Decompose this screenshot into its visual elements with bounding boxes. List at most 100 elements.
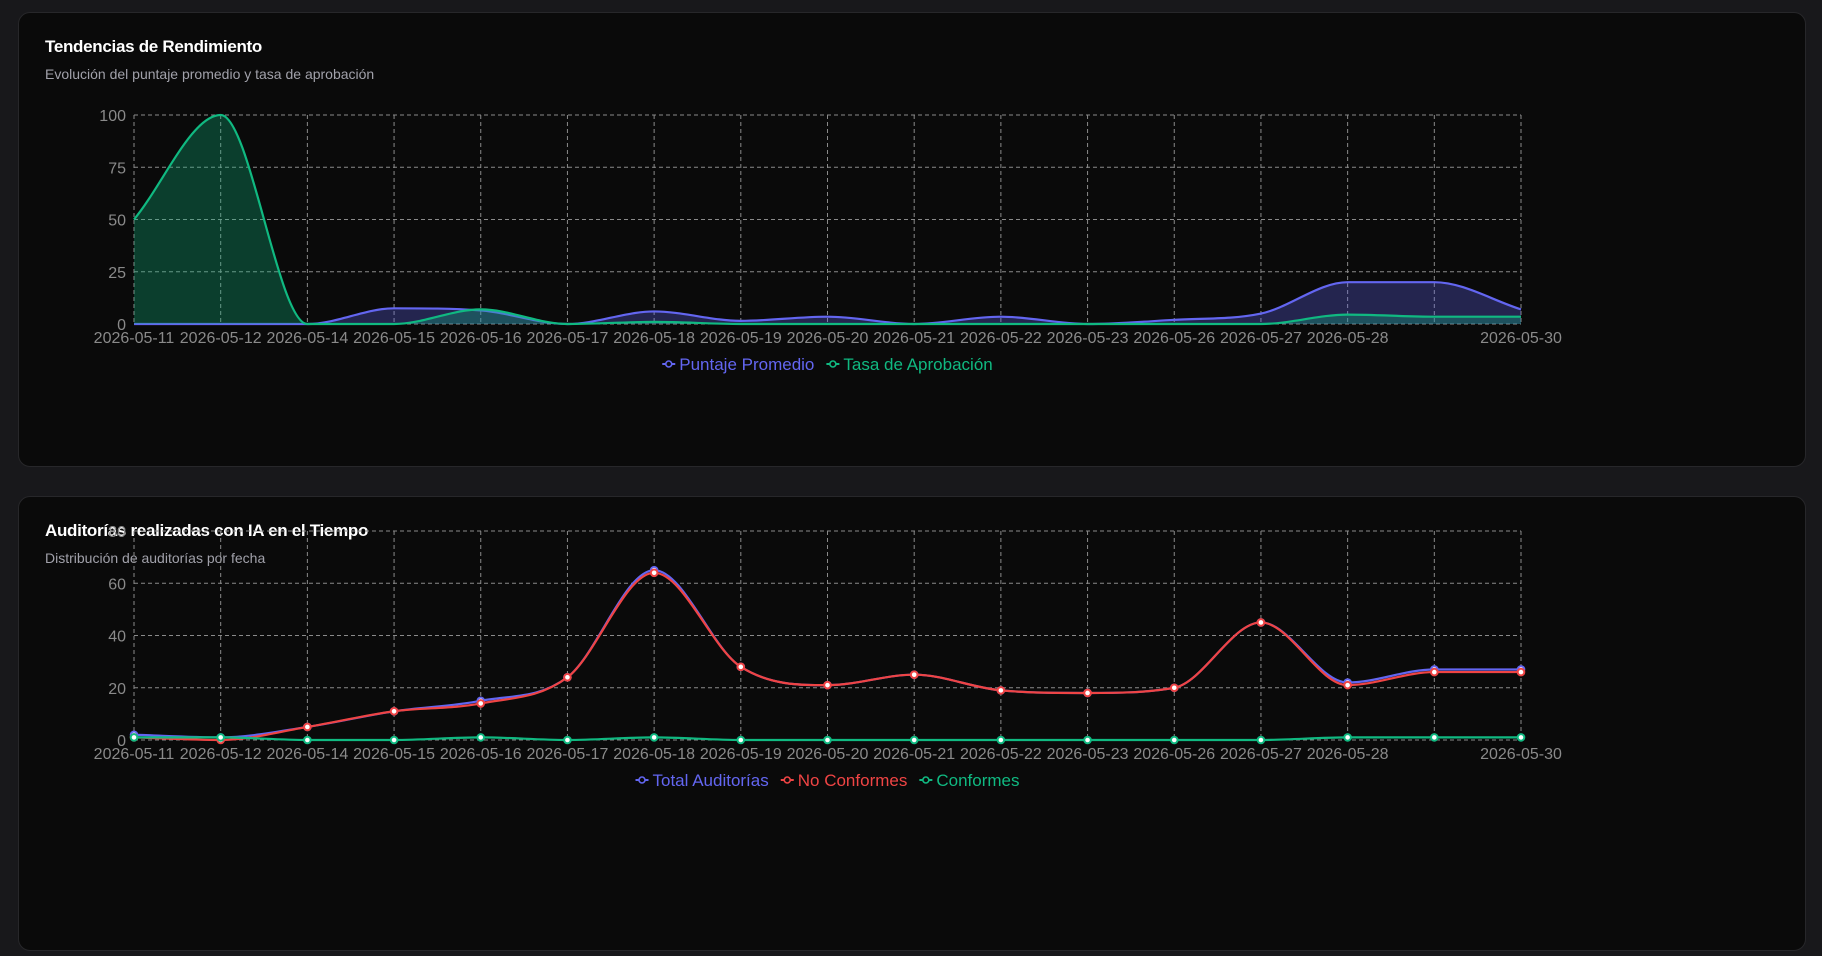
x-tick-label: 2026-05-28 (1307, 746, 1389, 763)
x-tick-label: 2026-05-26 (1133, 330, 1215, 347)
x-tick-label: 2026-05-17 (527, 746, 609, 763)
chart-subtitle: Evolución del puntaje promedio y tasa de… (45, 66, 375, 82)
x-tick-label: 2026-05-19 (700, 746, 782, 763)
data-point[interactable] (1169, 683, 1179, 693)
legend-marker-point (638, 776, 646, 784)
data-point[interactable] (1516, 733, 1526, 742)
y-tick-label: 100 (99, 108, 126, 125)
chart-title: Tendencias de Rendimiento (45, 37, 263, 56)
legend: Total Auditorías No Conformes Conformes (635, 771, 1020, 790)
data-point[interactable] (1169, 735, 1179, 745)
legend-label: Tasa de Aprobación (843, 355, 992, 374)
x-tick-label: 2026-05-12 (180, 746, 262, 763)
data-point[interactable] (1083, 735, 1092, 745)
x-tick-label: 2026-05-16 (440, 746, 522, 763)
data-point[interactable] (389, 706, 399, 716)
legend-marker-point (664, 360, 673, 368)
data-point[interactable] (1430, 733, 1439, 742)
series-no-conformes (129, 568, 1526, 745)
legend-item[interactable]: Conformes (919, 771, 1020, 790)
data-point[interactable] (909, 735, 919, 745)
x-tick-label: 2026-05-12 (180, 330, 262, 347)
x-tick-label: 2026-05-20 (787, 746, 869, 763)
x-tick-label: 2026-05-15 (353, 746, 435, 763)
x-tick-label: 2026-05-20 (787, 330, 869, 347)
data-point[interactable] (303, 735, 312, 745)
audits-over-time-card: Auditorías realizadas con IA en el Tiemp… (18, 496, 1806, 951)
y-tick-label: 75 (108, 160, 126, 177)
data-point[interactable] (389, 735, 399, 745)
data-point[interactable] (129, 733, 139, 742)
x-tick-label: 2026-05-14 (266, 746, 348, 763)
x-tick-label: 2026-05-28 (1307, 330, 1389, 347)
data-point[interactable] (996, 686, 1006, 695)
data-point[interactable] (909, 670, 919, 679)
data-point[interactable] (649, 568, 659, 578)
series-area (134, 282, 1521, 324)
x-tick-label: 2026-05-22 (960, 330, 1042, 347)
audits-over-time-chart: 0 20 40 60 80 2026-05-11 2026-05-12 2026-05-14 2… (94, 524, 1562, 790)
data-point[interactable] (823, 735, 832, 745)
legend: Puntaje Promedio Tasa de Aprobación (662, 355, 993, 374)
x-tick-label: 2026-05-27 (1220, 746, 1302, 763)
chart-subtitle: Distribución de auditorías por fecha (45, 550, 266, 566)
data-point[interactable] (1343, 680, 1352, 690)
legend-label: Total Auditorías (653, 771, 769, 790)
x-tick-label: 2026-05-15 (353, 330, 435, 347)
legend-label: No Conformes (798, 771, 908, 790)
x-tick-label: 2026-05-30 (1480, 746, 1562, 763)
y-tick-label: 0 (117, 317, 126, 334)
series-line (134, 281, 1522, 326)
grid-lines (133, 530, 1522, 741)
data-point[interactable] (1343, 733, 1352, 742)
x-tick-label: 2026-05-16 (440, 330, 522, 347)
performance-trends-chart: 0 25 50 75 100 2026-05-11 2026-05-12 2026-05-14… (94, 108, 1562, 374)
data-point[interactable] (736, 735, 746, 745)
legend-item[interactable]: Total Auditorías (635, 771, 769, 790)
x-tick-label: 2026-05-17 (527, 330, 609, 347)
series-tasa-de-aprobaci-n (133, 113, 1521, 326)
data-point[interactable] (823, 680, 832, 690)
x-tick-label: 2026-05-27 (1220, 330, 1302, 347)
data-point[interactable] (303, 722, 312, 732)
series-line (133, 113, 1521, 326)
data-point[interactable] (1430, 667, 1439, 677)
y-tick-label: 20 (108, 681, 126, 698)
data-point[interactable] (649, 733, 659, 742)
x-tick-label: 2026-05-23 (1047, 746, 1129, 763)
legend-item[interactable]: Tasa de Aprobación (826, 355, 993, 374)
legend-label: Conformes (936, 771, 1019, 790)
series-area (134, 115, 1521, 324)
series-puntaje-promedio (134, 281, 1522, 326)
data-point[interactable] (996, 735, 1006, 745)
x-tick-label: 2026-05-18 (613, 746, 695, 763)
x-tick-label: 2026-05-23 (1047, 330, 1129, 347)
data-point[interactable] (1256, 735, 1266, 745)
data-point[interactable] (1516, 667, 1526, 677)
x-tick-label: 2026-05-19 (700, 330, 782, 347)
x-tick-label: 2026-05-26 (1133, 746, 1215, 763)
legend-item[interactable]: No Conformes (780, 771, 908, 790)
x-tick-label: 2026-05-11 (94, 746, 175, 763)
legend-label: Puntaje Promedio (679, 355, 814, 374)
data-point[interactable] (736, 662, 746, 672)
y-tick-label: 40 (108, 629, 126, 646)
data-point[interactable] (563, 673, 572, 682)
data-point[interactable] (1256, 618, 1266, 627)
data-point[interactable] (216, 733, 225, 742)
x-tick-label: 2026-05-14 (266, 330, 348, 347)
performance-trends-card: Tendencias de Rendimiento Evolución del … (18, 12, 1806, 467)
data-point[interactable] (476, 733, 486, 742)
x-tick-label: 2026-05-21 (873, 330, 955, 347)
x-tick-label: 2026-05-30 (1480, 330, 1562, 347)
y-tick-label: 25 (108, 265, 126, 282)
x-tick-label: 2026-05-22 (960, 746, 1042, 763)
y-tick-label: 0 (117, 733, 126, 750)
y-tick-label: 60 (108, 576, 126, 593)
data-point[interactable] (563, 735, 572, 745)
legend-item[interactable]: Puntaje Promedio (662, 355, 814, 374)
data-point[interactable] (476, 699, 486, 708)
data-point[interactable] (1083, 688, 1092, 698)
legend-marker-point (829, 360, 837, 368)
x-tick-label: 2026-05-11 (94, 330, 175, 347)
